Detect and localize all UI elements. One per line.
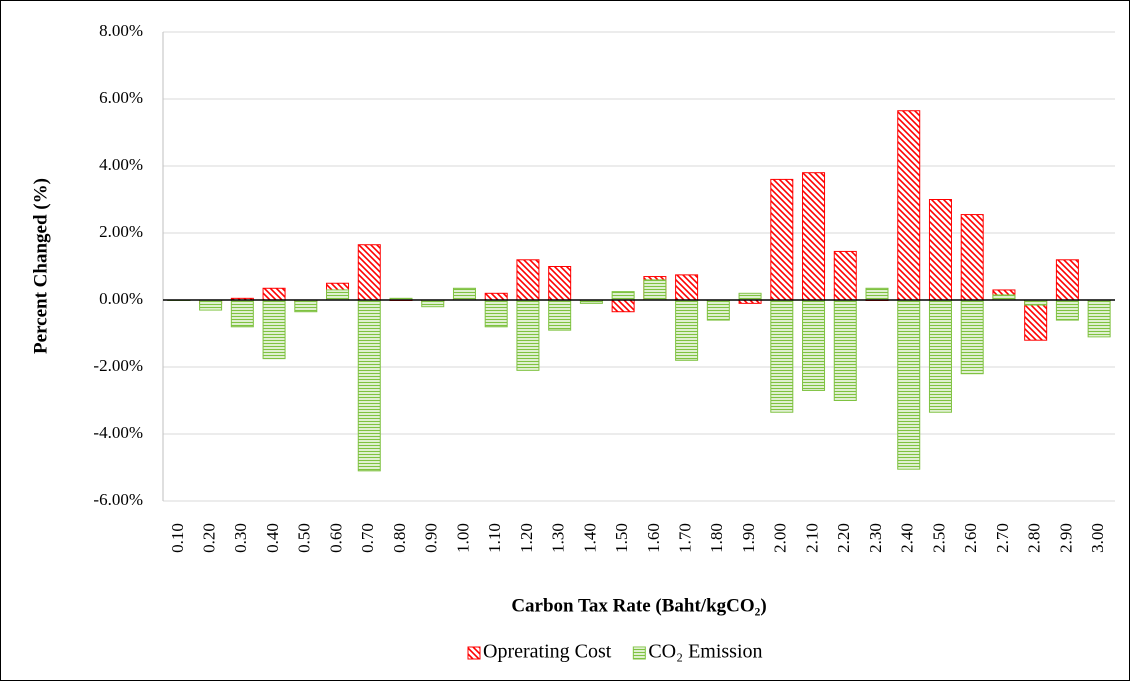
bar (230, 299, 254, 328)
x-tick-label: 1.30 (549, 523, 568, 553)
bar (833, 299, 857, 401)
bar (1024, 299, 1048, 341)
y-tick-label: -4.00% (93, 423, 143, 442)
bar (326, 289, 350, 301)
x-tick-label: 1.80 (707, 523, 726, 553)
x-tick-label: 0.50 (295, 523, 314, 553)
x-tick-label: 1.10 (485, 523, 504, 553)
x-tick-label: 2.40 (898, 523, 917, 553)
bar (770, 178, 794, 301)
bar (802, 172, 826, 301)
bar (516, 259, 540, 301)
bar (262, 299, 286, 360)
x-tick-label: 1.40 (580, 523, 599, 553)
x-tick-label: 0.60 (326, 523, 345, 553)
bar (294, 299, 318, 313)
x-tick-label: 1.50 (612, 523, 631, 553)
x-tick-label: 2.60 (961, 523, 980, 553)
bar (897, 299, 921, 470)
bar (484, 292, 508, 301)
bar (802, 299, 826, 391)
bar (770, 299, 794, 413)
bar (865, 287, 889, 301)
bar (897, 110, 921, 301)
x-tick-label: 1.90 (739, 523, 758, 553)
x-tick-label: 1.20 (517, 523, 536, 553)
bar (643, 279, 667, 301)
x-tick-label: 3.00 (1088, 523, 1107, 553)
x-tick-label: 1.70 (676, 523, 695, 553)
x-tick-label: 2.80 (1025, 523, 1044, 553)
bar (199, 299, 223, 311)
y-tick-label: 6.00% (99, 88, 143, 107)
bar (675, 299, 699, 361)
bar (1024, 299, 1048, 306)
x-tick-label: 0.20 (200, 523, 219, 553)
bar (548, 299, 572, 331)
bar (1087, 299, 1111, 338)
bar (548, 266, 572, 301)
bar (1055, 299, 1079, 321)
bar (516, 299, 540, 371)
y-tick-label: 4.00% (99, 155, 143, 174)
legend-swatch (632, 646, 646, 660)
bar (262, 287, 286, 301)
x-tick-label: 2.90 (1056, 523, 1075, 553)
bar (960, 214, 984, 301)
y-tick-label: -2.00% (93, 356, 143, 375)
x-tick-label: 0.30 (231, 523, 250, 553)
x-tick-label: 2.30 (866, 523, 885, 553)
x-tick-label: 2.00 (771, 523, 790, 553)
bar (452, 287, 476, 301)
bar (706, 299, 730, 321)
y-tick-label: 0.00% (99, 289, 143, 308)
x-tick-label: 2.20 (834, 523, 853, 553)
bar (357, 299, 381, 472)
x-axis-title: Carbon Tax Rate (Baht/kgCO₂) (511, 595, 766, 616)
x-tick-label: 2.10 (802, 523, 821, 553)
bar (675, 274, 699, 301)
bar (611, 299, 635, 313)
y-tick-label: 2.00% (99, 222, 143, 241)
x-tick-label: 2.50 (929, 523, 948, 553)
bar (960, 299, 984, 375)
bar (928, 199, 952, 301)
bar (738, 292, 762, 301)
bar (357, 244, 381, 301)
bar (484, 299, 508, 328)
x-tick-label: 0.70 (358, 523, 377, 553)
y-axis-title: Percent Changed (%) (30, 178, 51, 354)
bar (928, 299, 952, 413)
legend-label: CO₂ Emission (648, 641, 762, 663)
bar (421, 299, 445, 308)
x-tick-label: 0.80 (390, 523, 409, 553)
bar (992, 294, 1016, 301)
legend-swatch (467, 646, 481, 660)
x-tick-label: 2.70 (993, 523, 1012, 553)
x-tick-label: 1.00 (453, 523, 472, 553)
legend-label: Oprerating Cost (483, 641, 612, 663)
bar (611, 291, 635, 301)
bar (833, 250, 857, 301)
x-tick-label: 0.10 (168, 523, 187, 553)
x-tick-label: 0.90 (422, 523, 441, 553)
y-tick-label: 8.00% (99, 21, 143, 40)
x-tick-label: 0.40 (263, 523, 282, 553)
x-tick-label: 1.60 (644, 523, 663, 553)
bar (1055, 259, 1079, 301)
y-tick-label: -6.00% (93, 490, 143, 509)
